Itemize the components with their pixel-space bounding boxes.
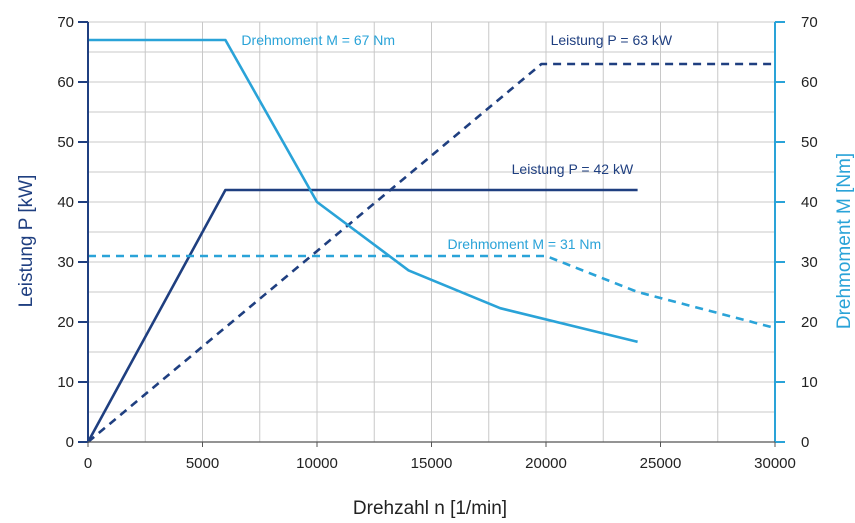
left-y-tick-label: 60 <box>57 74 74 91</box>
right-y-tick-label: 60 <box>801 74 818 91</box>
left-y-tick-label: 0 <box>66 434 74 451</box>
x-tick-label: 10000 <box>296 455 338 472</box>
x-axis-title: Drehzahl n [1/min] <box>353 498 507 519</box>
grid <box>88 21 776 442</box>
x-tick-label: 25000 <box>640 455 682 472</box>
left-y-tick-label: 50 <box>57 134 74 151</box>
left-y-axis-title: Leistung P [kW] <box>16 175 37 308</box>
axes <box>78 21 785 447</box>
right-y-tick-label: 70 <box>801 14 818 31</box>
x-tick-label: 30000 <box>754 455 796 472</box>
right-y-tick-label: 20 <box>801 314 818 331</box>
right-y-tick-label: 10 <box>801 374 818 391</box>
left-y-tick-label: 40 <box>57 194 74 211</box>
left-y-tick-label: 30 <box>57 254 74 271</box>
right-y-tick-label: 40 <box>801 194 818 211</box>
right-y-tick-label: 30 <box>801 254 818 271</box>
left-y-tick-label: 70 <box>57 14 74 31</box>
data-series <box>86 38 776 443</box>
left-y-tick-label: 10 <box>57 374 74 391</box>
x-tick-label: 20000 <box>525 455 567 472</box>
series-annotation-label: Drehmoment M = 31 Nm <box>448 236 602 252</box>
series-annotation-label: Leistung P = 42 kW <box>512 161 634 177</box>
x-tick-label: 15000 <box>411 455 453 472</box>
series-annotation-label: Drehmoment M = 67 Nm <box>241 32 395 48</box>
left-y-tick-label: 20 <box>57 314 74 331</box>
x-tick-label: 0 <box>84 455 92 472</box>
series-line-p63 <box>87 62 775 443</box>
right-y-axis-title: Drehmoment M [Nm] <box>834 153 855 329</box>
series-annotation-label: Leistung P = 63 kW <box>551 32 673 48</box>
annotations: Drehmoment M = 67 Nm Leistung P = 63 kW Le… <box>241 32 672 252</box>
x-tick-label: 5000 <box>186 455 219 472</box>
series-line-p42 <box>86 188 638 443</box>
right-y-tick-label: 0 <box>801 434 809 451</box>
right-y-tick-label: 50 <box>801 134 818 151</box>
series-line-m67 <box>88 38 638 344</box>
series-line-m31 <box>88 254 776 330</box>
